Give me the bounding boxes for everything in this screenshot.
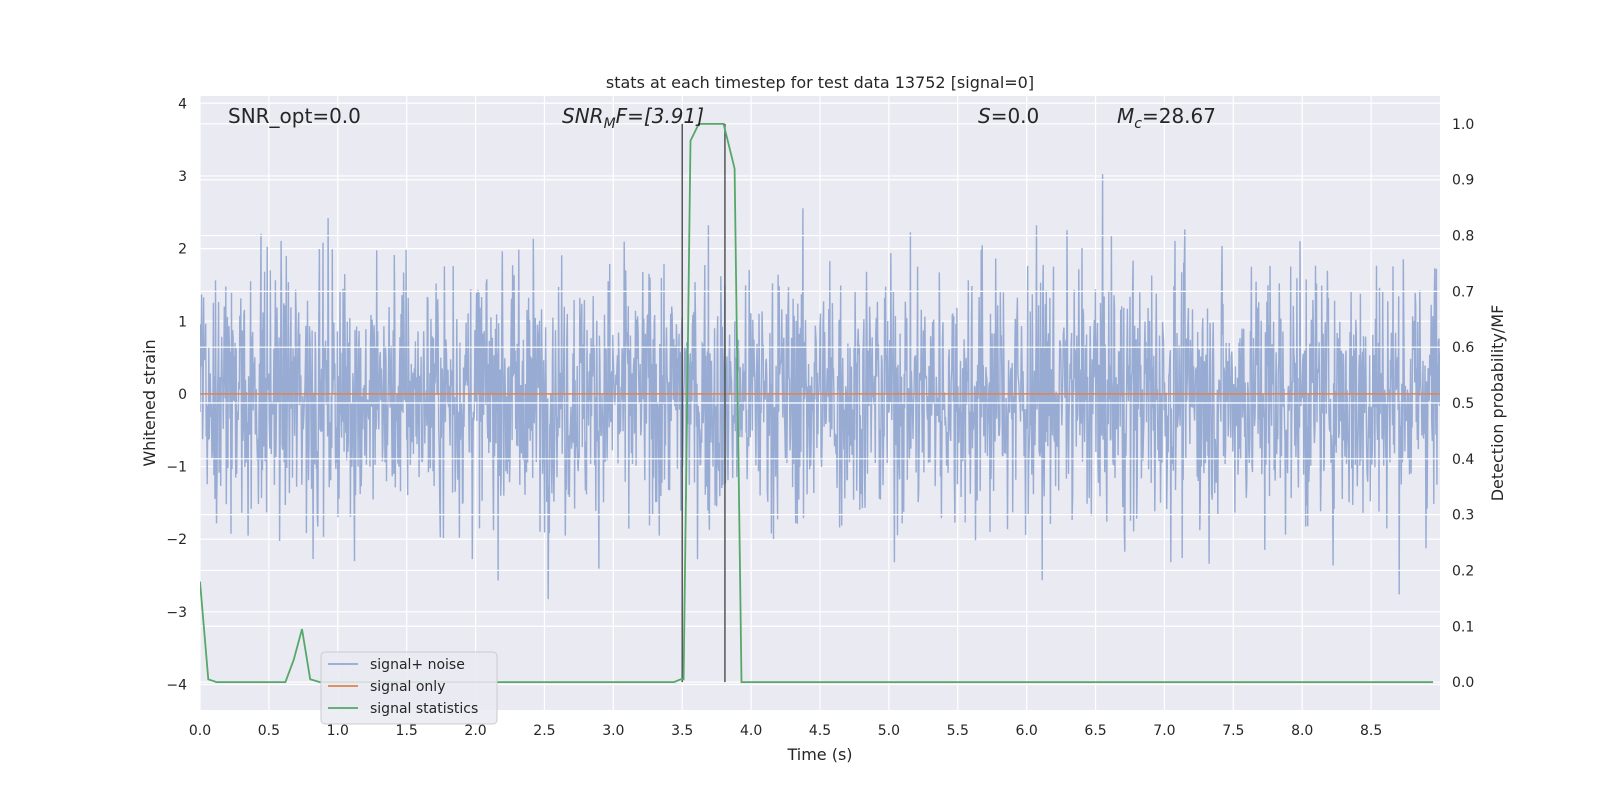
y-grid-right-overlay bbox=[200, 123, 1440, 683]
y-axis-label-right: Detection probability/MF bbox=[1488, 305, 1507, 502]
legend: signal+ noise signal only signal statist… bbox=[320, 651, 498, 725]
x-tick-label: 0.0 bbox=[189, 723, 211, 739]
y-tick-label-right: 0.6 bbox=[1452, 340, 1474, 356]
legend-label-signal-statistics: signal statistics bbox=[370, 701, 478, 717]
x-tick-labels: 0.0 0.5 1.0 1.5 2.0 2.5 3.0 3.5 4.0 4.5 5.0 5.5 6.0 6… bbox=[189, 723, 1382, 739]
y-tick-label-left: 1 bbox=[178, 314, 187, 330]
x-tick-label: 2.0 bbox=[464, 723, 486, 739]
y-tick-label-right: 0.8 bbox=[1452, 229, 1474, 245]
y-tick-label-left: −3 bbox=[166, 605, 187, 621]
annotation-mc: Mc=28.67 bbox=[1117, 104, 1216, 132]
x-tick-label: 6.0 bbox=[1016, 723, 1038, 739]
y-tick-label-right: 0.7 bbox=[1452, 284, 1474, 300]
y-tick-label-right: 0.9 bbox=[1452, 173, 1474, 189]
x-axis-label: Time (s) bbox=[786, 745, 852, 764]
annotation-snr-opt: SNR_opt=0.0 bbox=[228, 104, 361, 128]
x-tick-label: 7.0 bbox=[1153, 723, 1175, 739]
y-tick-label-left: 0 bbox=[178, 387, 187, 403]
legend-label-signal-noise: signal+ noise bbox=[370, 657, 465, 673]
annotation-snr-mf: SNRMF=[3.91] bbox=[562, 104, 704, 132]
y-axis-label-left: Whitened strain bbox=[140, 339, 159, 466]
series-signal-noise-trace bbox=[200, 174, 1440, 600]
y-tick-label-left: 2 bbox=[178, 242, 187, 258]
x-tick-label: 1.5 bbox=[396, 723, 418, 739]
y-tick-label-right: 0.4 bbox=[1452, 452, 1474, 468]
series-signal-statistics bbox=[200, 123, 1434, 683]
vertical-markers bbox=[681, 123, 726, 683]
x-tick-label: 2.5 bbox=[533, 723, 555, 739]
x-tick-label: 6.5 bbox=[1084, 723, 1106, 739]
y-tick-labels-left: −4 −3 −2 −1 0 1 2 3 4 bbox=[166, 96, 187, 693]
legend-box bbox=[320, 651, 498, 725]
x-tick-label: 4.5 bbox=[809, 723, 831, 739]
y-tick-label-right: 0.3 bbox=[1452, 508, 1474, 524]
chart-title: stats at each timestep for test data 137… bbox=[606, 73, 1034, 92]
x-tick-label: 8.0 bbox=[1291, 723, 1313, 739]
y-tick-label-right: 0.5 bbox=[1452, 396, 1474, 412]
legend-label-signal-only: signal only bbox=[370, 679, 445, 695]
annotation-s: S=0.0 bbox=[978, 104, 1039, 128]
y-tick-label-right: 1.0 bbox=[1452, 117, 1474, 133]
x-tick-label: 3.0 bbox=[602, 723, 624, 739]
x-tick-label: 3.5 bbox=[671, 723, 693, 739]
y-tick-label-left: −1 bbox=[166, 460, 187, 476]
x-tick-label: 0.5 bbox=[258, 723, 280, 739]
x-tick-label: 8.5 bbox=[1360, 723, 1382, 739]
x-tick-label: 4.0 bbox=[740, 723, 762, 739]
x-tick-label: 7.5 bbox=[1222, 723, 1244, 739]
y-tick-label-right: 0.2 bbox=[1452, 563, 1474, 579]
series-signal-noise bbox=[200, 174, 1440, 600]
y-tick-label-left: −2 bbox=[166, 532, 187, 548]
y-tick-labels-right: 0.0 0.1 0.2 0.3 0.4 0.5 0.6 0.7 0.8 0.9 1.0 bbox=[1452, 117, 1474, 691]
x-tick-label: 5.0 bbox=[878, 723, 900, 739]
y-tick-label-left: 4 bbox=[178, 96, 187, 112]
y-tick-label-right: 0.1 bbox=[1452, 619, 1474, 635]
y-tick-label-left: −4 bbox=[166, 678, 187, 694]
y-tick-label-left: 3 bbox=[178, 169, 187, 185]
x-tick-label: 1.0 bbox=[327, 723, 349, 739]
x-tick-label: 5.5 bbox=[947, 723, 969, 739]
y-tick-label-right: 0.0 bbox=[1452, 675, 1474, 691]
